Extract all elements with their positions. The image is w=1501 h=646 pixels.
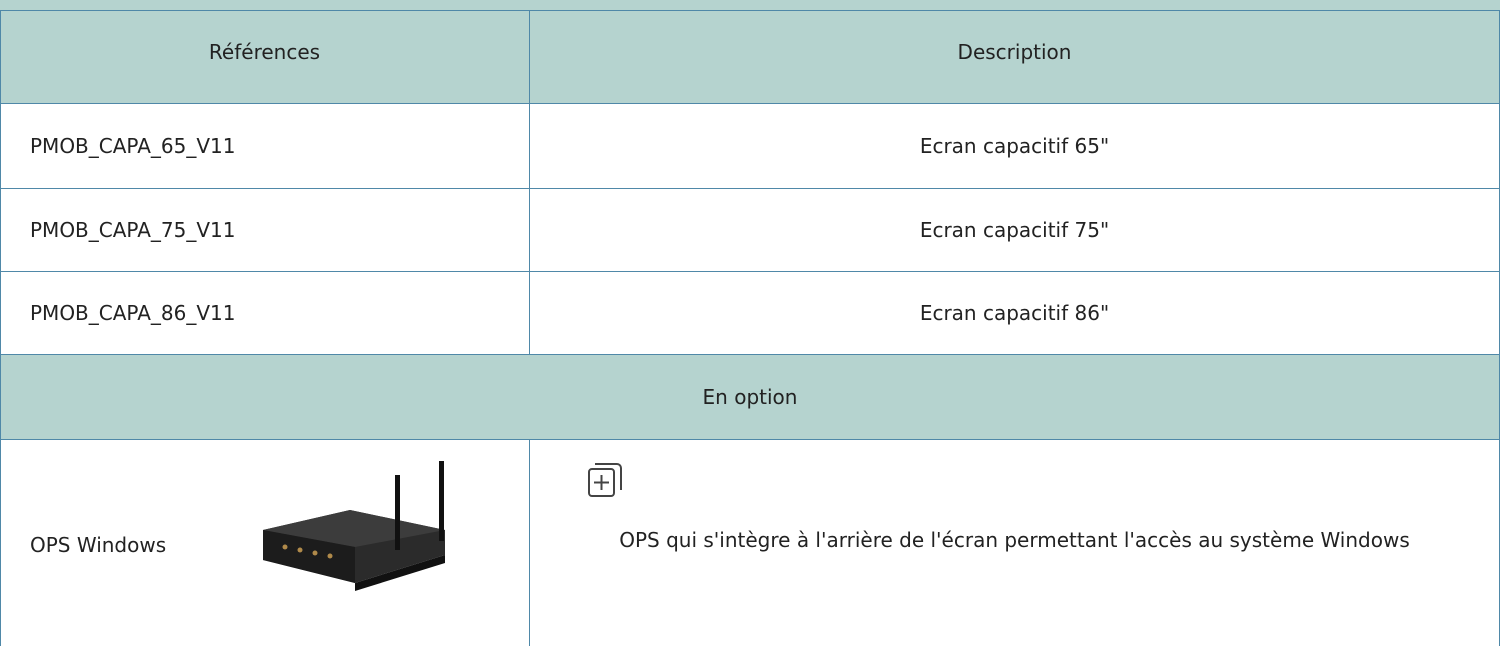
border <box>529 10 530 354</box>
cell: Ecran capacitif 86" <box>529 271 1500 354</box>
cell: OPS qui s'intègre à l'arrière de l'écran… <box>529 485 1500 595</box>
description: Ecran capacitif 65" <box>919 133 1110 158</box>
border <box>529 439 530 646</box>
header-text: Références <box>208 39 321 64</box>
reference: PMOB_CAPA_86_V11 <box>30 300 236 325</box>
border <box>0 271 1500 272</box>
border <box>0 103 1500 104</box>
description: Ecran capacitif 86" <box>919 300 1110 325</box>
cell: OPS Windows <box>0 439 529 646</box>
cell: PMOB_CAPA_86_V11 <box>0 271 529 354</box>
border <box>0 10 1500 11</box>
header-cell: Références <box>0 0 529 103</box>
header-text: Description <box>957 39 1072 64</box>
cell: PMOB_CAPA_65_V11 <box>0 103 529 188</box>
border <box>0 10 1 646</box>
description: Ecran capacitif 75" <box>919 217 1110 242</box>
border <box>0 439 1500 440</box>
option-header: En option <box>0 354 1500 439</box>
cell: PMOB_CAPA_75_V11 <box>0 188 529 271</box>
option-header-text: En option <box>702 384 798 409</box>
border <box>0 354 1500 355</box>
option-description: OPS qui s'intègre à l'arrière de l'écran… <box>619 528 1410 552</box>
expand-icon[interactable] <box>587 460 627 500</box>
reference: PMOB_CAPA_75_V11 <box>30 217 236 242</box>
cell: Ecran capacitif 75" <box>529 188 1500 271</box>
border <box>1499 10 1500 646</box>
reference: PMOB_CAPA_65_V11 <box>30 133 236 158</box>
device-image <box>263 461 445 591</box>
option-name: OPS Windows <box>30 532 167 557</box>
border <box>0 188 1500 189</box>
header-cell: Description <box>529 0 1500 103</box>
cell: Ecran capacitif 65" <box>529 103 1500 188</box>
